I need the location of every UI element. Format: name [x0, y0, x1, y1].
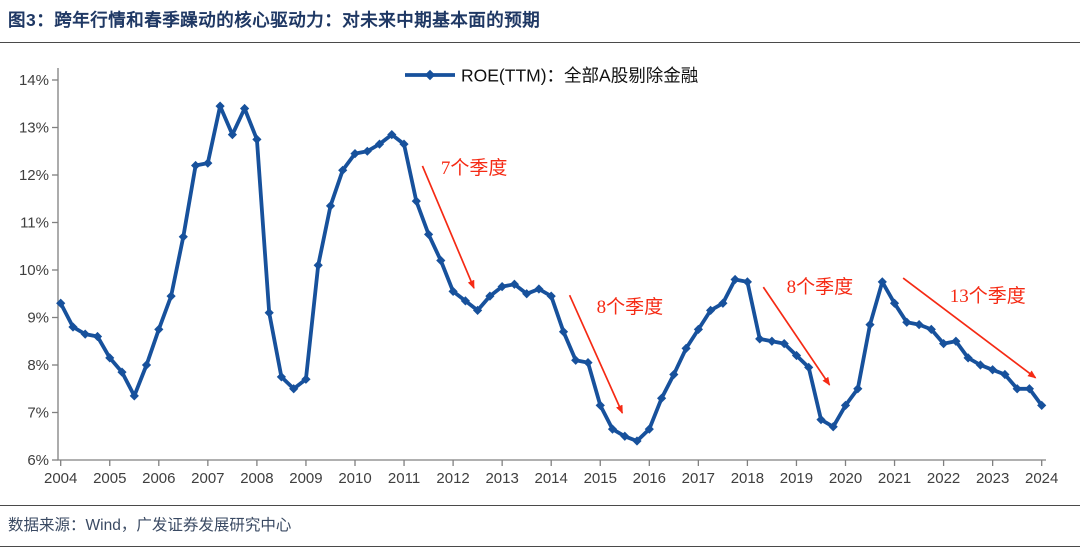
- y-tick-label: 12%: [19, 167, 49, 184]
- annotation-label: 8个季度: [597, 296, 664, 318]
- y-tick-label: 7%: [27, 405, 49, 422]
- x-tick-label: 2009: [289, 470, 322, 487]
- axes: 6% 7% 8% 9% 10% 11% 12% 13% 14% 2004 2005 2006 2007 2…: [19, 68, 1058, 487]
- y-tick-label: 8%: [27, 357, 49, 374]
- y-tick-label: 9%: [27, 310, 49, 327]
- annotation: 8个季度: [762, 276, 854, 386]
- annotation-arrow: [762, 286, 831, 386]
- x-tick-label: 2008: [240, 470, 273, 487]
- roe-line: [58, 104, 1044, 443]
- footer-divider: [0, 505, 1080, 506]
- chart-legend: ROE(TTM)：全部A股剔除金融: [405, 66, 698, 86]
- y-tick-label: 13%: [19, 120, 49, 137]
- x-tick-label: 2014: [535, 470, 568, 487]
- y-tick-label: 6%: [27, 452, 49, 469]
- x-tick-label: 2007: [191, 470, 224, 487]
- x-tick-label: 2017: [682, 470, 715, 487]
- y-tick-label: 11%: [20, 215, 49, 232]
- x-tick-label: 2005: [93, 470, 126, 487]
- x-tick-label: 2022: [927, 470, 960, 487]
- x-tick-label: 2010: [338, 470, 371, 487]
- x-tick-label: 2012: [436, 470, 469, 487]
- axis-lines: [57, 68, 1046, 461]
- legend-label: ROE(TTM)：全部A股剔除金融: [461, 66, 698, 86]
- x-tick-label: 2011: [388, 470, 420, 487]
- x-tick-label: 2024: [1025, 470, 1058, 487]
- y-tick-label: 14%: [19, 72, 49, 89]
- x-tick-label: 2013: [485, 470, 518, 487]
- annotation-arrow: [902, 277, 1037, 379]
- annotations: 7个季度 8个季度 8个季度 13个季度: [421, 157, 1037, 414]
- annotation-label: 8个季度: [787, 276, 854, 298]
- figure-title: 图3：跨年行情和春季躁动的核心驱动力：对未来中期基本面的预期: [8, 10, 541, 30]
- bottom-edge-divider: [0, 546, 1080, 547]
- x-tick-label: 2021: [878, 470, 911, 487]
- data-source: 数据来源：Wind，广发证券发展研究中心: [8, 517, 292, 534]
- x-tick-label: 2004: [44, 470, 77, 487]
- roe-series: [56, 101, 1047, 446]
- annotation-label: 13个季度: [950, 285, 1026, 307]
- x-tick-label: 2016: [633, 470, 666, 487]
- annotation: 13个季度: [902, 277, 1037, 379]
- title-divider: [0, 42, 1080, 43]
- legend-diamond-marker-icon: [424, 69, 436, 81]
- annotation-arrow: [568, 294, 624, 414]
- annotation-arrow: [421, 165, 475, 289]
- x-tick-label: 2020: [829, 470, 862, 487]
- x-tick-label: 2018: [731, 470, 764, 487]
- x-tick-label: 2019: [780, 470, 813, 487]
- annotation: 8个季度: [568, 294, 664, 414]
- x-tick-label: 2015: [584, 470, 617, 487]
- y-tick-label: 10%: [19, 262, 49, 279]
- data-point-markers: [56, 101, 1047, 446]
- annotation: 7个季度: [421, 157, 508, 289]
- annotation-label: 7个季度: [441, 157, 508, 179]
- x-tick-label: 2023: [976, 470, 1009, 487]
- x-tick-label: 2006: [142, 470, 175, 487]
